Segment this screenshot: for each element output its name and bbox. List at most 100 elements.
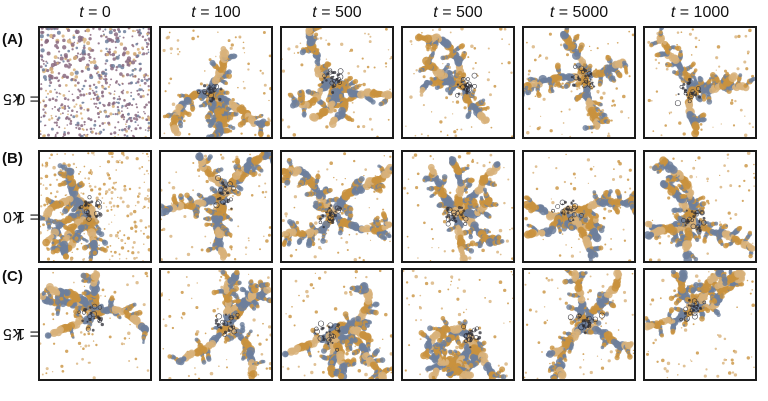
particle [59, 169, 62, 171]
particle [344, 177, 346, 180]
particle [702, 117, 707, 122]
particle [47, 225, 52, 230]
particle [605, 54, 610, 59]
particle [142, 260, 144, 261]
snapshot-canvas [161, 152, 271, 261]
particle [103, 227, 106, 230]
row-label-b: k = 1.0 [2, 208, 40, 225]
particle [88, 37, 92, 41]
particle [67, 65, 71, 69]
particle [40, 58, 43, 61]
particle [129, 212, 133, 216]
particle [122, 46, 128, 51]
particle [62, 38, 66, 43]
particle [591, 79, 593, 81]
particle [142, 89, 145, 92]
particle [107, 173, 111, 177]
particle [105, 47, 108, 50]
particle [91, 49, 95, 52]
particle [209, 242, 212, 244]
particle [690, 54, 693, 56]
particle [46, 229, 49, 232]
particle [706, 98, 713, 105]
particle [229, 46, 233, 50]
particle [121, 63, 125, 67]
particle [243, 52, 246, 54]
particle [715, 69, 717, 71]
particle [389, 155, 392, 158]
particle [582, 67, 586, 71]
particle [40, 182, 42, 186]
particle [147, 248, 150, 252]
particle [208, 209, 213, 214]
particle [314, 32, 319, 37]
particle [231, 98, 235, 102]
particle [60, 104, 62, 107]
particle [97, 132, 100, 135]
particle [67, 49, 71, 53]
particle [387, 49, 390, 51]
particle [42, 134, 46, 137]
particle [74, 75, 79, 79]
snapshot-panel-2-3 [280, 150, 394, 263]
particle [83, 53, 87, 56]
particle [599, 102, 603, 107]
particle [104, 81, 108, 85]
particle [230, 207, 233, 210]
particle [105, 114, 108, 118]
particle [111, 254, 114, 258]
particle [118, 253, 121, 255]
particle [69, 122, 73, 125]
particle [134, 230, 138, 233]
particle [113, 90, 116, 93]
particle [122, 89, 125, 92]
particle [263, 235, 265, 238]
particle [368, 207, 370, 209]
particle [118, 95, 121, 98]
particle [259, 248, 261, 251]
particle [126, 204, 130, 209]
particle [113, 131, 117, 135]
particle [455, 100, 460, 104]
particle [80, 117, 84, 120]
particle [46, 203, 49, 206]
particle [348, 75, 354, 81]
particle [58, 84, 62, 88]
particle [175, 171, 178, 174]
particle [144, 112, 146, 115]
particle [126, 102, 130, 107]
particle [562, 43, 568, 48]
particle [560, 30, 567, 38]
particle [75, 110, 79, 113]
particle [368, 40, 372, 44]
particle [130, 91, 133, 94]
particle [596, 89, 600, 94]
particle [144, 38, 147, 42]
particle [220, 46, 227, 52]
particle [71, 78, 74, 81]
particle [361, 57, 364, 60]
particle [95, 90, 98, 93]
particle [349, 48, 354, 52]
particle [53, 105, 57, 109]
particle [649, 43, 654, 48]
column-label-2: t = 100 [191, 4, 241, 21]
particle [130, 129, 133, 132]
particle [233, 257, 237, 261]
particle [208, 84, 211, 87]
particle [142, 232, 145, 235]
particle [50, 249, 56, 255]
particle [199, 97, 202, 101]
particle [120, 114, 124, 118]
particle [363, 69, 367, 73]
particle [89, 127, 93, 131]
particle [207, 104, 211, 108]
particle [459, 43, 466, 49]
particle [59, 211, 62, 214]
particle [138, 88, 142, 92]
particle [139, 219, 143, 223]
particle [57, 79, 60, 83]
particle [127, 118, 130, 121]
particle [584, 74, 587, 78]
particle [58, 126, 61, 129]
